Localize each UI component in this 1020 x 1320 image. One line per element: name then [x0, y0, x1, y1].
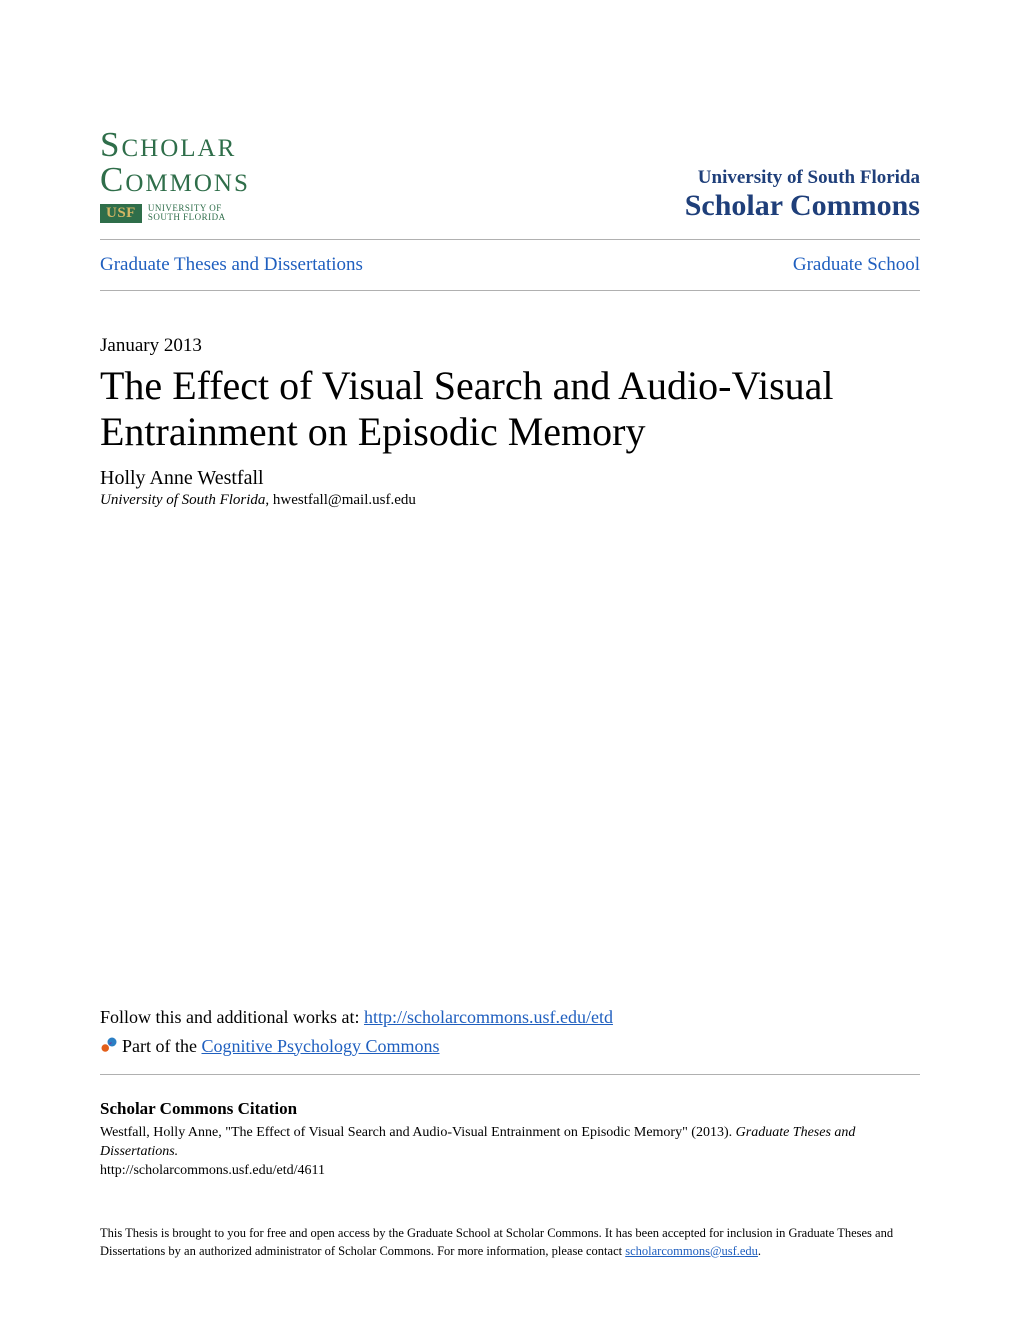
publication-date: January 2013 — [100, 335, 920, 357]
logo-line-1: SCHOLAR — [100, 128, 250, 161]
affiliation-institution: University of South Florida — [100, 492, 265, 508]
usf-badge-subtext: UNIVERSITY OF SOUTH FLORIDA — [148, 204, 226, 223]
scholar-commons-logo: SCHOLAR COMMONS USF UNIVERSITY OF SOUTH … — [100, 128, 250, 223]
author-name: Holly Anne Westfall — [100, 467, 920, 490]
institution-name: University of South Florida — [685, 167, 920, 189]
paper-title: The Effect of Visual Search and Audio-Vi… — [100, 363, 920, 455]
breadcrumb-row: Graduate Theses and Dissertations Gradua… — [100, 240, 920, 290]
author-affiliation: University of South Florida, hwestfall@m… — [100, 492, 920, 509]
breadcrumb-collection-link[interactable]: Graduate Theses and Dissertations — [100, 254, 363, 276]
divider-citation-top — [100, 1074, 920, 1075]
footer-contact-link[interactable]: scholarcommons@usf.edu — [625, 1244, 758, 1258]
follow-line: Follow this and additional works at: htt… — [100, 1003, 920, 1032]
usf-sub-line-2: SOUTH FLORIDA — [148, 212, 226, 222]
logo-line-1-cap: S — [100, 125, 121, 164]
footer-text: This Thesis is brought to you for free a… — [100, 1226, 893, 1258]
breadcrumb-community-link[interactable]: Graduate School — [793, 254, 920, 276]
logo-line-2: COMMONS — [100, 163, 250, 196]
citation-block: Scholar Commons Citation Westfall, Holly… — [100, 1089, 920, 1181]
vertical-spacer — [100, 509, 920, 1003]
citation-handle: http://scholarcommons.usf.edu/etd/4611 — [100, 1162, 920, 1181]
affiliation-separator: , — [265, 492, 273, 508]
follow-url-link[interactable]: http://scholarcommons.usf.edu/etd — [364, 1007, 613, 1027]
usf-badge: USF — [100, 204, 142, 223]
affiliation-email: hwestfall@mail.usf.edu — [273, 492, 416, 508]
logo-line-2-cap: C — [100, 160, 125, 199]
citation-text: Westfall, Holly Anne, "The Effect of Vis… — [100, 1124, 920, 1181]
follow-prefix: Follow this and additional works at: — [100, 1007, 364, 1027]
partof-prefix: Part of the — [122, 1036, 201, 1056]
logo-line-2-rest: OMMONS — [125, 170, 250, 197]
header-row: SCHOLAR COMMONS USF UNIVERSITY OF SOUTH … — [100, 128, 920, 239]
network-icon — [100, 1034, 118, 1052]
citation-prefix: Westfall, Holly Anne, "The Effect of Vis… — [100, 1125, 736, 1140]
citation-heading: Scholar Commons Citation — [100, 1099, 920, 1119]
divider-breadcrumb — [100, 290, 920, 291]
repository-name[interactable]: Scholar Commons — [685, 189, 920, 223]
institution-block: University of South Florida Scholar Comm… — [685, 167, 920, 223]
partof-link[interactable]: Cognitive Psychology Commons — [201, 1036, 439, 1056]
usf-badge-row: USF UNIVERSITY OF SOUTH FLORIDA — [100, 204, 250, 223]
cover-page: SCHOLAR COMMONS USF UNIVERSITY OF SOUTH … — [0, 0, 1020, 1320]
logo-line-1-rest: CHOLAR — [121, 135, 236, 162]
footer-suffix: . — [758, 1244, 761, 1258]
partof-line: Part of the Cognitive Psychology Commons — [100, 1032, 920, 1061]
footer-note: This Thesis is brought to you for free a… — [100, 1225, 920, 1260]
follow-block: Follow this and additional works at: htt… — [100, 1003, 920, 1061]
